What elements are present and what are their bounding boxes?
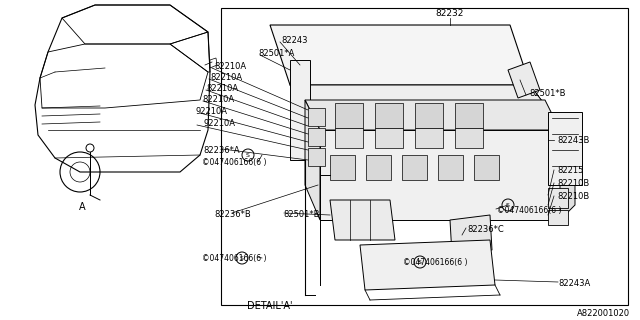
Text: 82210A: 82210A [206, 84, 238, 92]
Text: 82210A: 82210A [210, 73, 242, 82]
Text: ©047406166(6 ): ©047406166(6 ) [497, 205, 561, 214]
Text: 82501*B: 82501*B [529, 89, 566, 98]
Polygon shape [290, 85, 545, 105]
Text: 82210A: 82210A [202, 94, 234, 103]
Text: 82210A: 82210A [214, 61, 246, 70]
Polygon shape [455, 128, 483, 148]
Polygon shape [335, 128, 363, 148]
Polygon shape [308, 148, 325, 166]
Polygon shape [455, 103, 483, 128]
Text: ©047406166(6 ): ©047406166(6 ) [202, 253, 266, 262]
Polygon shape [290, 60, 310, 160]
Text: A822001020: A822001020 [577, 308, 630, 317]
Text: 82501*B: 82501*B [283, 210, 319, 219]
Text: DETAIL'A': DETAIL'A' [247, 301, 292, 311]
Polygon shape [474, 155, 499, 180]
Polygon shape [335, 103, 363, 128]
Text: S: S [240, 255, 244, 260]
Polygon shape [548, 210, 568, 225]
Text: 82501*A: 82501*A [258, 49, 294, 58]
Polygon shape [320, 130, 560, 220]
Polygon shape [548, 112, 582, 185]
Text: 82236*C: 82236*C [467, 225, 504, 234]
Polygon shape [366, 155, 391, 180]
Text: ©047406166(6 ): ©047406166(6 ) [202, 157, 266, 166]
Text: 82243: 82243 [281, 36, 307, 44]
Text: 92210A: 92210A [195, 107, 227, 116]
Polygon shape [402, 155, 427, 180]
Text: 82210B: 82210B [557, 191, 589, 201]
Polygon shape [330, 155, 355, 180]
Polygon shape [305, 100, 560, 130]
Text: S: S [418, 260, 422, 265]
Text: 82236*A: 82236*A [203, 146, 239, 155]
Polygon shape [415, 103, 443, 128]
Polygon shape [305, 100, 320, 220]
Polygon shape [548, 188, 568, 208]
Text: 82243A: 82243A [558, 278, 590, 287]
Text: ©047406166(6 ): ©047406166(6 ) [403, 258, 467, 267]
Text: S: S [246, 153, 250, 157]
Polygon shape [415, 128, 443, 148]
Polygon shape [308, 108, 325, 126]
Text: 82210B: 82210B [557, 179, 589, 188]
Polygon shape [308, 128, 325, 146]
Text: 82215: 82215 [557, 165, 584, 174]
Polygon shape [330, 200, 395, 240]
Polygon shape [438, 155, 463, 180]
Text: 92210A: 92210A [204, 118, 236, 127]
Polygon shape [508, 62, 540, 98]
Polygon shape [270, 25, 530, 85]
Text: 82243B: 82243B [557, 135, 589, 145]
Text: 82232: 82232 [436, 9, 464, 18]
Polygon shape [375, 103, 403, 128]
Polygon shape [450, 215, 492, 255]
Polygon shape [560, 115, 575, 220]
Text: A: A [79, 202, 85, 212]
Polygon shape [375, 128, 403, 148]
Text: S: S [506, 203, 510, 207]
Polygon shape [360, 240, 495, 290]
Text: 82236*B: 82236*B [214, 210, 251, 219]
